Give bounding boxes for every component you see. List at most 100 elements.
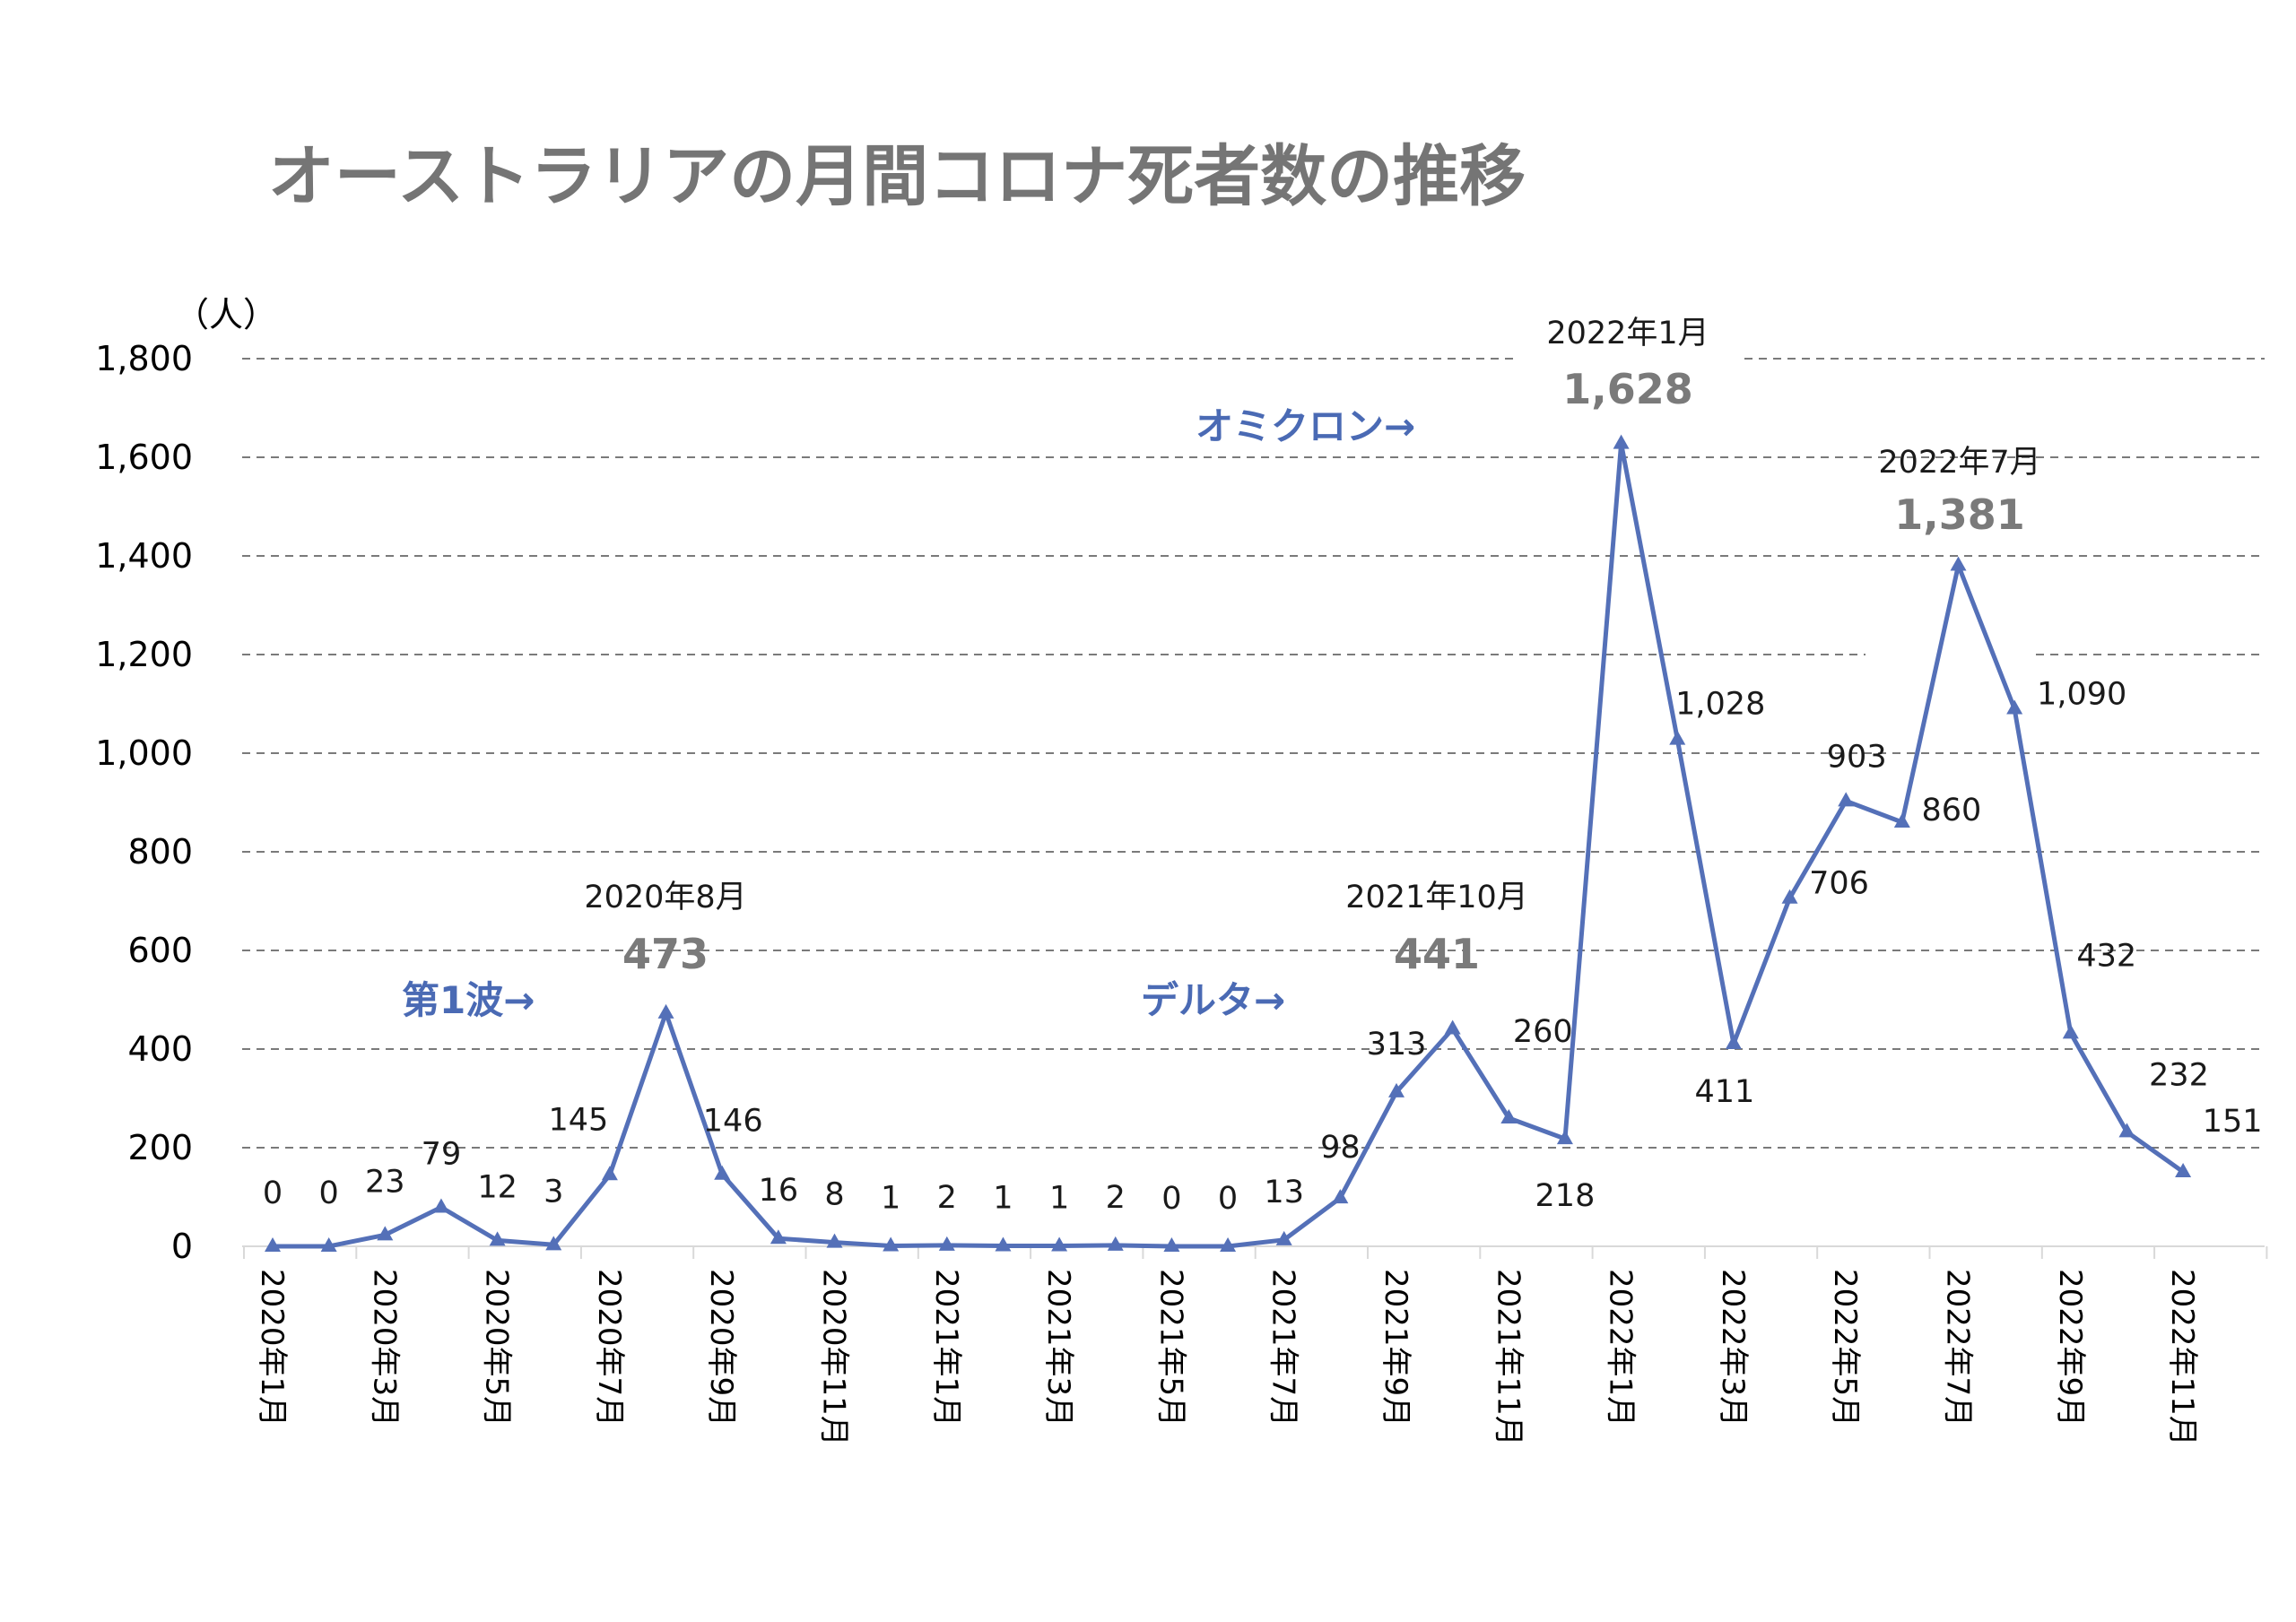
data-point-marker	[1332, 1189, 1349, 1204]
x-tick-label: 2020年9月	[703, 1269, 739, 1427]
annotation-first-wave: 第1波→	[402, 978, 535, 1022]
annotation-delta: デルタ→	[1141, 978, 1285, 1022]
data-label: 1,028	[1675, 687, 1765, 723]
data-point-marker	[826, 1233, 843, 1248]
x-tick-label: 2020年11月	[816, 1269, 852, 1446]
data-point-marker	[883, 1236, 900, 1252]
x-tick-label: 2022年7月	[1940, 1269, 1976, 1427]
chart-title: オーストラリアの月間コロナ死者数の推移	[268, 138, 1526, 215]
data-point-marker	[377, 1226, 394, 1241]
data-point-marker	[432, 1198, 449, 1213]
data-label: 0	[319, 1175, 339, 1211]
x-tick-label: 2021年5月	[1152, 1269, 1188, 1427]
y-tick-label: 1,600	[95, 438, 193, 477]
data-label: 12	[477, 1169, 517, 1205]
data-point-marker	[1444, 1019, 1461, 1035]
x-axis: 2020年1月 2020年3月 2020年5月 2020年7月 2020年9月 2020年…	[242, 1245, 2268, 1446]
peak-date-label: 2021年10月	[1345, 880, 1528, 915]
data-point-marker	[601, 1166, 618, 1181]
data-label: 146	[703, 1104, 763, 1140]
x-tick-label: 2021年1月	[928, 1269, 964, 1427]
data-label: 16	[759, 1173, 799, 1209]
data-label: 1	[1049, 1180, 1069, 1216]
data-point-marker	[1107, 1236, 1124, 1251]
y-tick-label: 1,800	[95, 339, 193, 378]
data-label: 218	[1535, 1178, 1596, 1214]
peak-date-label: 2022年7月	[1878, 445, 2040, 481]
x-tick-label: 2020年1月	[254, 1269, 290, 1427]
data-point-marker	[1388, 1082, 1405, 1097]
x-tick-label: 2022年11月	[2164, 1269, 2200, 1446]
data-label: 0	[1161, 1181, 1181, 1217]
y-tick-label: 800	[127, 832, 193, 872]
data-label: 151	[2203, 1104, 2263, 1140]
data-label: 706	[1809, 866, 1869, 902]
data-label: 23	[365, 1164, 405, 1200]
data-point-marker	[1838, 792, 1855, 807]
data-point-marker	[1950, 556, 1967, 571]
data-point-marker	[1613, 434, 1630, 449]
data-label: 2	[1106, 1180, 1126, 1216]
y-unit-label: （人）	[175, 295, 277, 334]
x-tick-label: 2020年7月	[591, 1269, 627, 1427]
y-tick-label: 200	[127, 1128, 193, 1167]
data-label: 1,090	[2037, 677, 2126, 713]
data-point-marker	[1500, 1109, 1518, 1123]
data-point-marker	[770, 1229, 787, 1245]
data-point-marker	[545, 1236, 562, 1251]
x-tick-label: 2021年7月	[1265, 1269, 1301, 1427]
data-point-marker	[1669, 730, 1686, 745]
data-label: 860	[1921, 793, 1981, 828]
data-point-marker	[1051, 1236, 1068, 1252]
x-tick-label: 2020年5月	[479, 1269, 515, 1427]
x-tick-label: 2022年3月	[1715, 1269, 1751, 1427]
x-tick-label: 2022年5月	[1827, 1269, 1863, 1427]
x-tick-label: 2022年9月	[2052, 1269, 2088, 1427]
data-label: 432	[2076, 938, 2136, 974]
data-point-marker	[1893, 813, 1910, 828]
data-point-marker	[1556, 1130, 1573, 1145]
data-label: 2	[937, 1180, 957, 1216]
data-point-marker	[2118, 1123, 2135, 1138]
data-label: 0	[263, 1175, 283, 1211]
x-tick-label: 2020年3月	[366, 1269, 402, 1427]
gridlines	[242, 358, 2265, 1149]
peak-annotations: 2020年8月 473 2021年10月 441 2022年1月 1,628 2022年7月…	[584, 316, 2040, 978]
y-tick-label: 400	[127, 1029, 193, 1069]
data-label: 145	[548, 1102, 608, 1138]
data-point-marker	[1163, 1237, 1180, 1252]
peak-value-label: 473	[622, 930, 709, 978]
data-label: 13	[1264, 1175, 1304, 1210]
y-tick-label: 1,200	[95, 635, 193, 674]
data-point-marker	[489, 1231, 506, 1246]
data-point-marker	[1220, 1237, 1237, 1252]
data-point-marker	[1725, 1034, 1742, 1049]
data-point-marker	[657, 1003, 674, 1019]
x-tick-label: 2021年11月	[1490, 1269, 1526, 1446]
data-point-marker	[1781, 889, 1798, 904]
data-point-marker	[995, 1236, 1012, 1252]
peak-value-label: 441	[1394, 930, 1480, 978]
data-label: 98	[1320, 1130, 1361, 1166]
data-label: 79	[422, 1137, 462, 1173]
annotation-omicron: オミクロン→	[1196, 404, 1415, 448]
data-label: 0	[1218, 1181, 1238, 1217]
peak-value-label: 1,628	[1562, 365, 1693, 413]
data-label: 411	[1694, 1074, 1754, 1110]
x-tick-label: 2021年3月	[1040, 1269, 1076, 1427]
peak-value-label: 1,381	[1894, 490, 2025, 539]
data-label: 232	[2149, 1057, 2209, 1093]
data-point-marker	[320, 1237, 337, 1252]
data-label: 1	[881, 1180, 900, 1216]
data-point-marker	[714, 1165, 731, 1180]
peak-date-label: 2020年8月	[584, 880, 746, 915]
y-tick-label: 0	[171, 1227, 193, 1266]
data-point-marker	[265, 1237, 281, 1252]
data-point-marker	[2175, 1162, 2192, 1177]
y-tick-label: 1,000	[95, 733, 193, 773]
data-label: 3	[544, 1174, 563, 1210]
data-label: 8	[824, 1177, 844, 1213]
series-line	[265, 434, 2192, 1252]
data-label: 1	[993, 1180, 1013, 1216]
